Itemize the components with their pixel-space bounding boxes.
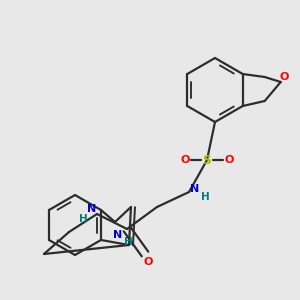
- Text: N: N: [113, 230, 123, 240]
- Text: O: O: [143, 257, 153, 267]
- Text: H: H: [124, 237, 132, 247]
- Text: O: O: [180, 155, 190, 165]
- Text: H: H: [201, 192, 209, 202]
- Text: O: O: [224, 155, 234, 165]
- Text: N: N: [190, 184, 200, 194]
- Text: S: S: [202, 154, 211, 166]
- Text: N: N: [87, 204, 97, 214]
- Text: O: O: [279, 72, 288, 82]
- Text: H: H: [79, 214, 87, 224]
